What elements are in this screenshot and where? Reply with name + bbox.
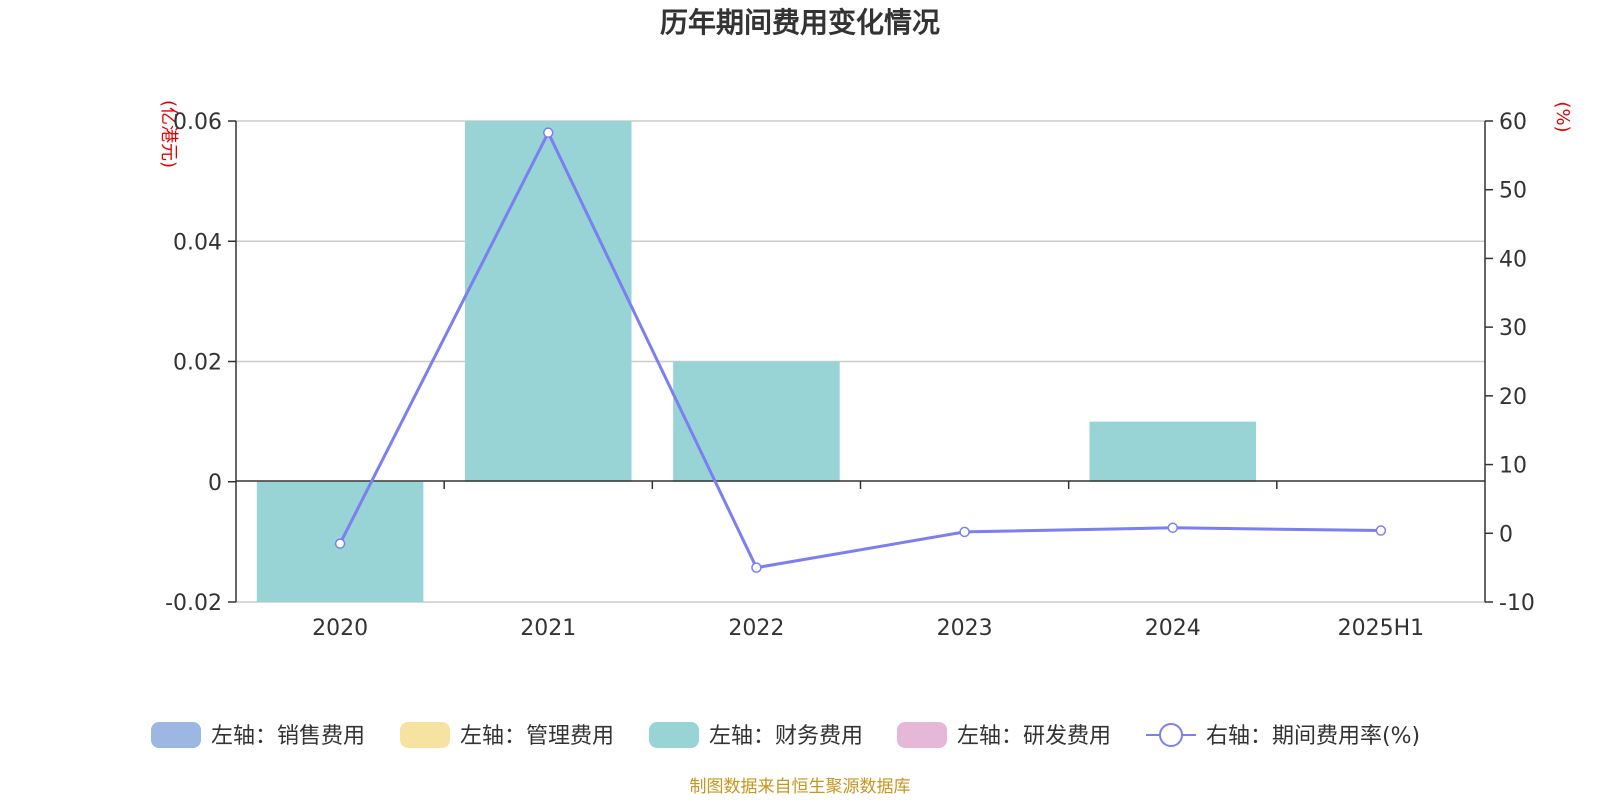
x-tick-label: 2021 — [520, 616, 576, 641]
right-tick-label: 50 — [1499, 179, 1527, 204]
legend-label: 左轴：研发费用 — [957, 724, 1111, 749]
left-tick-label: 0.04 — [173, 230, 222, 255]
x-tick-label: 2020 — [312, 616, 368, 641]
legend-label: 左轴：销售费用 — [211, 724, 365, 749]
right-tick-label: 20 — [1499, 385, 1527, 410]
left-tick-label: 0 — [208, 471, 222, 496]
right-tick-label: 30 — [1499, 316, 1527, 341]
source-note: 制图数据来自恒生聚源数据库 — [690, 777, 911, 797]
x-tick-label: 2024 — [1145, 616, 1201, 641]
legend-swatch — [400, 722, 450, 748]
rate-line — [334, 127, 1387, 573]
legend-label: 左轴：管理费用 — [460, 724, 614, 749]
bar-2024 — [1089, 421, 1257, 482]
right-tick-label: 40 — [1499, 247, 1527, 272]
legend-label: 右轴：期间费用率(%) — [1206, 724, 1420, 749]
rate-point-2021 — [543, 127, 554, 138]
legend-swatch — [151, 722, 201, 748]
rate-point-2024 — [1167, 522, 1178, 534]
rate-point-2023 — [959, 526, 970, 538]
chart-title: 历年期间费用变化情况 — [660, 6, 940, 39]
right-tick-label: 60 — [1499, 110, 1527, 135]
bars — [256, 121, 1257, 602]
axes: -0.02 0 0.02 0.04 0.06 -10 0 10 20 30 40 50 60 2020 20… — [165, 110, 1535, 641]
left-tick-label: 0.02 — [173, 351, 222, 376]
right-tick-label: 10 — [1499, 454, 1527, 479]
bar-2021 — [464, 121, 632, 482]
right-tick-label: -10 — [1499, 591, 1535, 616]
legend: 左轴：销售费用 左轴：管理费用 左轴：财务费用 左轴：研发费用 右轴：期间费用率(%) — [151, 722, 1420, 749]
left-axis-unit: (亿港元) — [158, 100, 179, 168]
gridlines — [236, 120, 1485, 603]
rate-polyline — [338, 129, 1381, 570]
right-tick-label: 0 — [1499, 522, 1513, 547]
bar-2022 — [673, 361, 840, 482]
x-tick-label: 2022 — [728, 616, 784, 641]
rate-point-2025H1 — [1375, 525, 1387, 536]
legend-swatch — [649, 722, 699, 748]
left-tick-label: 0.06 — [173, 110, 222, 135]
legend-swatch — [897, 722, 947, 748]
right-axis-unit: (%) — [1552, 101, 1573, 132]
x-tick-label: 2023 — [937, 616, 993, 641]
left-tick-label: -0.02 — [165, 591, 222, 616]
x-tick-label: 2025H1 — [1338, 616, 1425, 641]
legend-label: 左轴：财务费用 — [709, 724, 863, 749]
legend-marker — [1159, 723, 1183, 747]
rate-point-2020 — [334, 538, 346, 549]
rate-point-2022 — [751, 562, 762, 573]
